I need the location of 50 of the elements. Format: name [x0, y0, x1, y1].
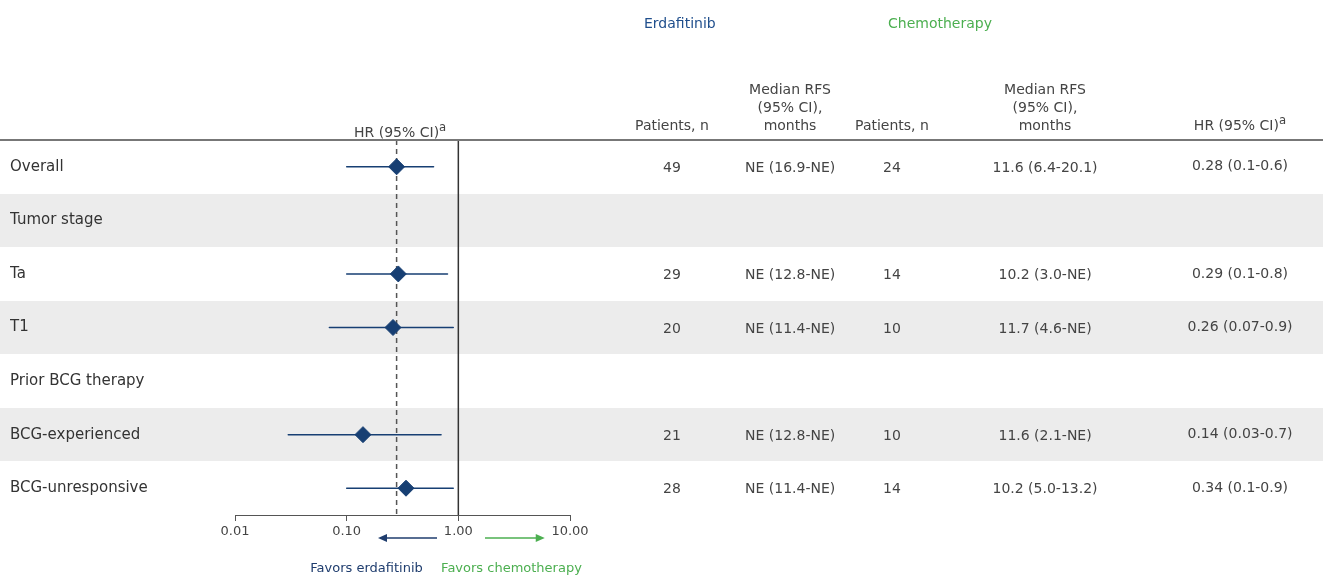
y-tick-label: BCG-experienced [10, 424, 141, 443]
text: Favors erdafitinib [310, 559, 423, 577]
x-tick-label: 10.00 [551, 523, 589, 539]
text: Patients, n [634, 116, 710, 134]
text: 24 [883, 157, 901, 176]
text: 21 [663, 425, 681, 444]
text: 29 [663, 264, 681, 283]
text: 11.6 (2.1-NE) [998, 425, 1092, 444]
text: 11.6 (6.4-20.1) [992, 157, 1098, 176]
text: 20 [663, 318, 681, 337]
text: 10 [883, 425, 901, 444]
data-label: 0.26 (0.07-0.9) [1187, 318, 1293, 335]
text: 11.7 (4.6-NE) [998, 318, 1092, 337]
point [354, 426, 372, 444]
data-label: 0.14 (0.03-0.7) [1187, 425, 1293, 442]
x-tick-label: 1.00 [443, 523, 473, 539]
y-tick-label: Overall [10, 156, 64, 175]
point [384, 319, 402, 336]
text: Favors chemotherapy [441, 559, 582, 577]
y-tick-label: Ta [9, 263, 26, 282]
text: NE (12.8-NE) [745, 425, 836, 444]
text: Median RFS (95% CI), months [748, 80, 832, 134]
y-tick-label: T1 [9, 317, 29, 336]
text: NE (16.9-NE) [745, 157, 836, 176]
x-tick-label: 0.01 [220, 523, 250, 539]
text: 14 [883, 479, 901, 498]
text: 10 [883, 318, 901, 337]
text: Median RFS (95% CI), months [1003, 80, 1087, 134]
text: 10.2 (3.0-NE) [998, 264, 1092, 283]
y-tick-label: Prior BCG therapy [10, 370, 145, 389]
text: 14 [883, 264, 901, 283]
x-tick-label: 0.10 [332, 523, 362, 539]
text: 10.2 (5.0-13.2) [992, 479, 1098, 498]
data-label: 0.34 (0.1-0.9) [1191, 478, 1289, 495]
text: NE (11.4-NE) [745, 479, 836, 498]
point [389, 265, 407, 283]
text: 49 [663, 157, 681, 176]
text: Patients, n [854, 116, 930, 134]
text: NE (12.8-NE) [745, 264, 836, 283]
y-tick-label: BCG-unresponsive [10, 478, 148, 497]
text: 28 [663, 479, 681, 498]
text: NE (11.4-NE) [745, 318, 836, 337]
y-tick-label: Tumor stage [9, 210, 103, 229]
text: Chemotherapy [888, 14, 992, 32]
data-label: 0.29 (0.1-0.8) [1191, 264, 1289, 281]
text: Erdafitinib [644, 14, 716, 32]
x-axis-title: HR (95% CI)$^{a}$ [354, 119, 447, 141]
point [388, 158, 406, 176]
text: HR (95% CI)$^{a}$ [1192, 112, 1288, 134]
data-label: 0.28 (0.1-0.6) [1191, 157, 1289, 174]
